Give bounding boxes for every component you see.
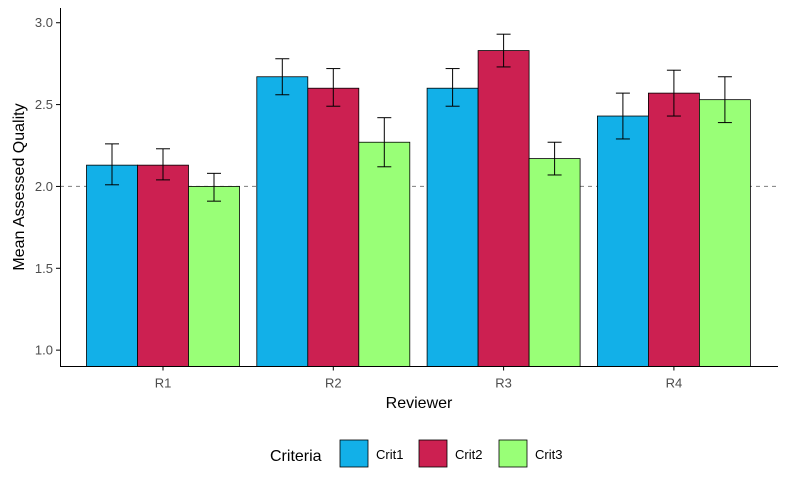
error-bar-r4-crit2 (666, 69, 681, 117)
y-tick-label: 1.0 (35, 343, 53, 358)
legend-item-crit1: Crit1 (339, 439, 403, 468)
legend-swatch (498, 439, 528, 468)
x-tick-label: R1 (155, 376, 172, 391)
y-tick-label: 1.5 (35, 261, 53, 276)
error-bar-r1-crit2 (156, 148, 170, 181)
bar-r3-crit2 (477, 50, 530, 367)
bar-r4-crit1 (597, 115, 649, 367)
x-tick-label: R2 (325, 376, 342, 391)
error-bar-r4-crit3 (717, 76, 732, 124)
legend-item-crit2: Crit2 (418, 439, 482, 468)
y-tick-label: 3.0 (35, 15, 53, 30)
legend-swatch (418, 439, 448, 468)
bar-r4-crit3 (699, 99, 751, 367)
legend-label: Crit1 (376, 447, 403, 462)
legend-swatch (339, 439, 369, 468)
bars-layer (86, 50, 751, 367)
bar-r2-crit3 (358, 141, 411, 367)
bar-r2-crit1 (256, 76, 309, 367)
error-bar-r1-crit3 (207, 172, 221, 202)
error-bar-r2-crit1 (275, 58, 290, 96)
error-bar-r3-crit3 (547, 141, 562, 176)
bar-r3-crit3 (528, 158, 581, 367)
bar-r1-crit2 (137, 164, 189, 367)
bar-r1-crit3 (188, 186, 240, 367)
y-ticks-layer: 1.0 1.5 2.0 2.5 3.0 (35, 15, 60, 358)
bar-r1-crit1 (86, 164, 138, 367)
x-axis-title: Reviewer (386, 395, 453, 412)
axes-layer (60, 8, 778, 367)
error-bar-r1-crit1 (105, 143, 119, 186)
error-bar-r4-crit1 (615, 92, 630, 140)
error-bars-layer (105, 33, 732, 202)
bar-r4-crit2 (648, 92, 700, 367)
legend-label: Crit2 (455, 447, 482, 462)
legend-title: Criteria (270, 448, 322, 465)
legend-label: Crit3 (535, 447, 562, 462)
y-tick-label: 2.5 (35, 97, 53, 112)
y-tick-label: 2.0 (35, 179, 53, 194)
error-bar-r3-crit1 (445, 68, 460, 107)
x-tick-label: R4 (666, 376, 683, 391)
x-tick-label: R3 (495, 376, 512, 391)
legend: Criteria Crit1 Crit2 Crit3 (270, 439, 562, 468)
bar-r3-crit1 (426, 87, 479, 367)
error-bar-r2-crit3 (377, 117, 392, 168)
bar-r2-crit2 (307, 87, 360, 367)
error-bar-r2-crit2 (326, 68, 341, 107)
legend-item-crit3: Crit3 (498, 439, 562, 468)
error-bar-r3-crit2 (496, 33, 511, 68)
x-ticks-layer: R1 R2 R3 R4 (155, 366, 683, 391)
y-axis-title: Mean Assessed Quality (11, 103, 28, 270)
